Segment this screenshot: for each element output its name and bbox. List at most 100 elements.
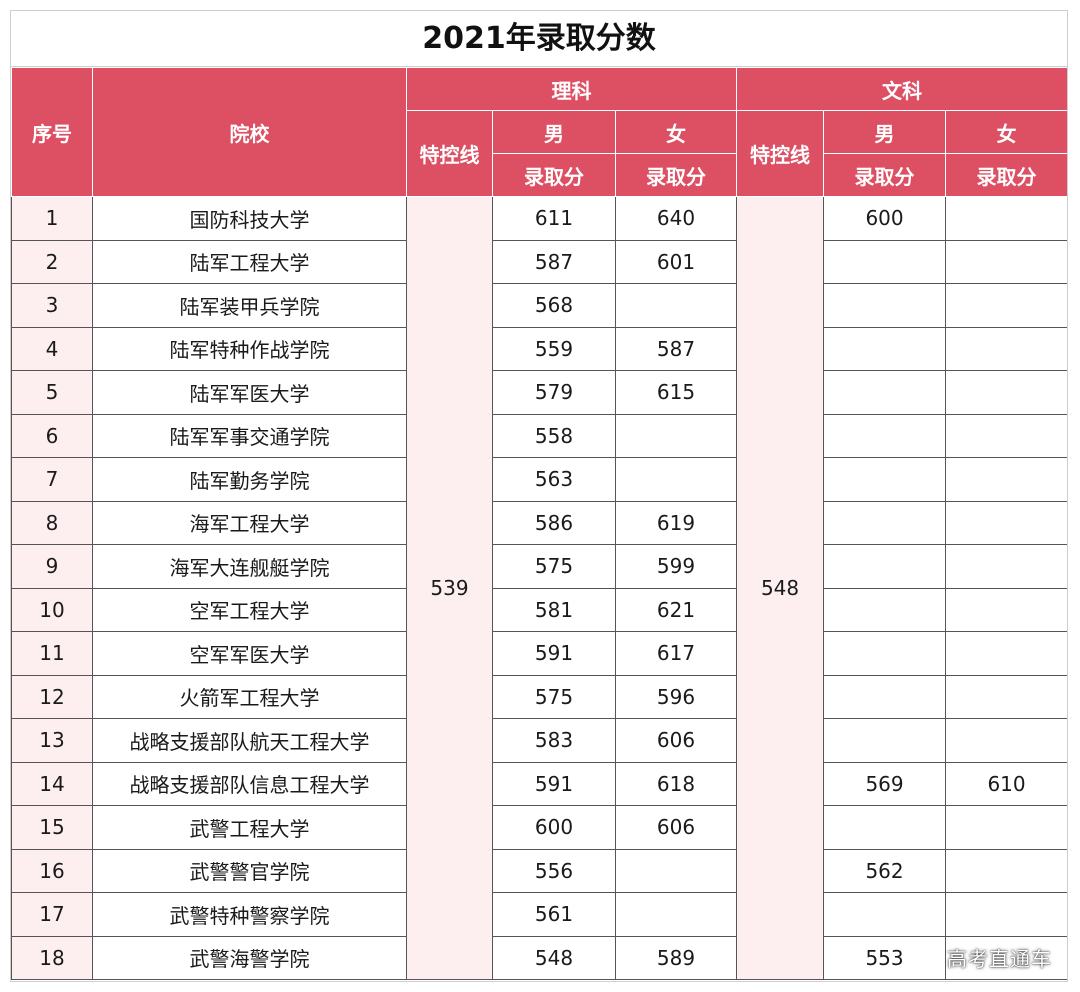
arts-male-score — [823, 674, 947, 719]
arts-female-score — [945, 500, 1067, 545]
arts-female-score — [945, 283, 1067, 328]
science-male-score: 600 — [492, 805, 616, 850]
school-name: 陆军勤务学院 — [92, 457, 407, 502]
school-name: 武警警官学院 — [92, 848, 407, 893]
school-name: 陆军特种作战学院 — [92, 326, 407, 371]
science-male-score: 575 — [492, 674, 616, 719]
row-number: 4 — [11, 326, 93, 371]
header-arts-male-score: 录取分 — [823, 153, 947, 197]
school-name: 陆军军医大学 — [92, 370, 407, 415]
header-no: 序号 — [11, 67, 93, 197]
school-name: 陆军装甲兵学院 — [92, 283, 407, 328]
science-female-score — [614, 457, 738, 502]
table-row: 10 空军工程大学 581 621 — [11, 587, 1067, 632]
header-science-male-score: 录取分 — [492, 153, 616, 197]
table-body: 1 国防科技大学 539 611 640 548 600 2 陆军工程大学 587 601 3 陆军装甲… — [11, 196, 1067, 980]
school-name: 战略支援部队航天工程大学 — [92, 718, 407, 763]
arts-female-score — [945, 413, 1067, 458]
school-name: 国防科技大学 — [92, 196, 407, 241]
row-number: 12 — [11, 674, 93, 719]
watermark-text: 高考直通车 — [947, 947, 1052, 971]
table-row: 17 武警特种警察学院 561 — [11, 892, 1067, 937]
arts-female-score — [945, 239, 1067, 284]
table-row: 7 陆军勤务学院 563 — [11, 457, 1067, 502]
science-male-score: 556 — [492, 848, 616, 893]
arts-male-score — [823, 457, 947, 502]
arts-female-score — [945, 718, 1067, 763]
school-name: 武警海警学院 — [92, 935, 407, 980]
row-number: 2 — [11, 239, 93, 284]
table-row: 18 武警海警学院 548 589 553 — [11, 935, 1067, 980]
table-row: 15 武警工程大学 600 606 — [11, 805, 1067, 850]
row-number: 13 — [11, 718, 93, 763]
science-male-score: 548 — [492, 935, 616, 980]
row-number: 9 — [11, 544, 93, 589]
science-female-score: 596 — [614, 674, 738, 719]
row-number: 1 — [11, 196, 93, 241]
science-male-score: 563 — [492, 457, 616, 502]
table-row: 4 陆军特种作战学院 559 587 — [11, 326, 1067, 371]
arts-male-score — [823, 587, 947, 632]
table-row: 9 海军大连舰艇学院 575 599 — [11, 544, 1067, 589]
science-female-score — [614, 413, 738, 458]
science-female-score: 621 — [614, 587, 738, 632]
arts-female-score — [945, 544, 1067, 589]
science-female-score: 619 — [614, 500, 738, 545]
school-name: 海军大连舰艇学院 — [92, 544, 407, 589]
arts-female-score — [945, 631, 1067, 676]
row-number: 6 — [11, 413, 93, 458]
table-row: 14 战略支援部队信息工程大学 591 618 569 610 — [11, 761, 1067, 806]
school-name: 武警特种警察学院 — [92, 892, 407, 937]
arts-male-score — [823, 892, 947, 937]
school-name: 陆军工程大学 — [92, 239, 407, 284]
science-male-score: 575 — [492, 544, 616, 589]
science-male-score: 561 — [492, 892, 616, 937]
science-female-score: 606 — [614, 805, 738, 850]
arts-male-score: 569 — [823, 761, 947, 806]
science-male-score: 591 — [492, 631, 616, 676]
school-name: 空军军医大学 — [92, 631, 407, 676]
table-row: 16 武警警官学院 556 562 — [11, 848, 1067, 893]
header-arts-female-score: 录取分 — [945, 153, 1067, 197]
school-name: 战略支援部队信息工程大学 — [92, 761, 407, 806]
school-name: 海军工程大学 — [92, 500, 407, 545]
header-science-special-line: 特控线 — [406, 110, 493, 197]
arts-male-score: 562 — [823, 848, 947, 893]
science-female-score: 640 — [614, 196, 738, 241]
arts-female-score — [945, 457, 1067, 502]
row-number: 5 — [11, 370, 93, 415]
row-number: 10 — [11, 587, 93, 632]
score-table-container: 2021年录取分数 序号 院校 理科 文科 特控线 男 女 特控线 — [10, 10, 1068, 982]
row-number: 11 — [11, 631, 93, 676]
header-science: 理科 — [405, 67, 738, 111]
header-science-female: 女 — [614, 110, 738, 154]
science-female-score: 617 — [614, 631, 738, 676]
arts-female-score — [945, 196, 1067, 241]
science-female-score — [614, 283, 738, 328]
school-name: 武警工程大学 — [92, 805, 407, 850]
arts-male-score: 553 — [823, 935, 947, 980]
science-male-score: 583 — [492, 718, 616, 763]
table-title: 2021年录取分数 — [11, 11, 1067, 67]
table-row: 13 战略支援部队航天工程大学 583 606 — [11, 718, 1067, 763]
science-female-score: 606 — [614, 718, 738, 763]
table-row: 5 陆军军医大学 579 615 — [11, 370, 1067, 415]
science-special-line: 539 — [406, 196, 493, 980]
school-name: 陆军军事交通学院 — [92, 413, 407, 458]
header-arts-female: 女 — [945, 110, 1067, 154]
arts-female-score — [945, 892, 1067, 937]
science-male-score: 559 — [492, 326, 616, 371]
science-male-score: 586 — [492, 500, 616, 545]
row-number: 7 — [11, 457, 93, 502]
school-name: 火箭军工程大学 — [92, 674, 407, 719]
table-row: 1 国防科技大学 539 6 11 640 548 600 — [11, 196, 1067, 980]
school-name: 空军工程大学 — [92, 587, 407, 632]
arts-female-score — [945, 370, 1067, 415]
arts-male-score — [823, 239, 947, 284]
table-row: 8 海军工程大学 586 619 — [11, 500, 1067, 545]
arts-male-score — [823, 326, 947, 371]
arts-male-score — [823, 631, 947, 676]
arts-female-score — [945, 935, 1067, 980]
arts-male-score — [823, 413, 947, 458]
header-arts-male: 男 — [823, 110, 947, 154]
